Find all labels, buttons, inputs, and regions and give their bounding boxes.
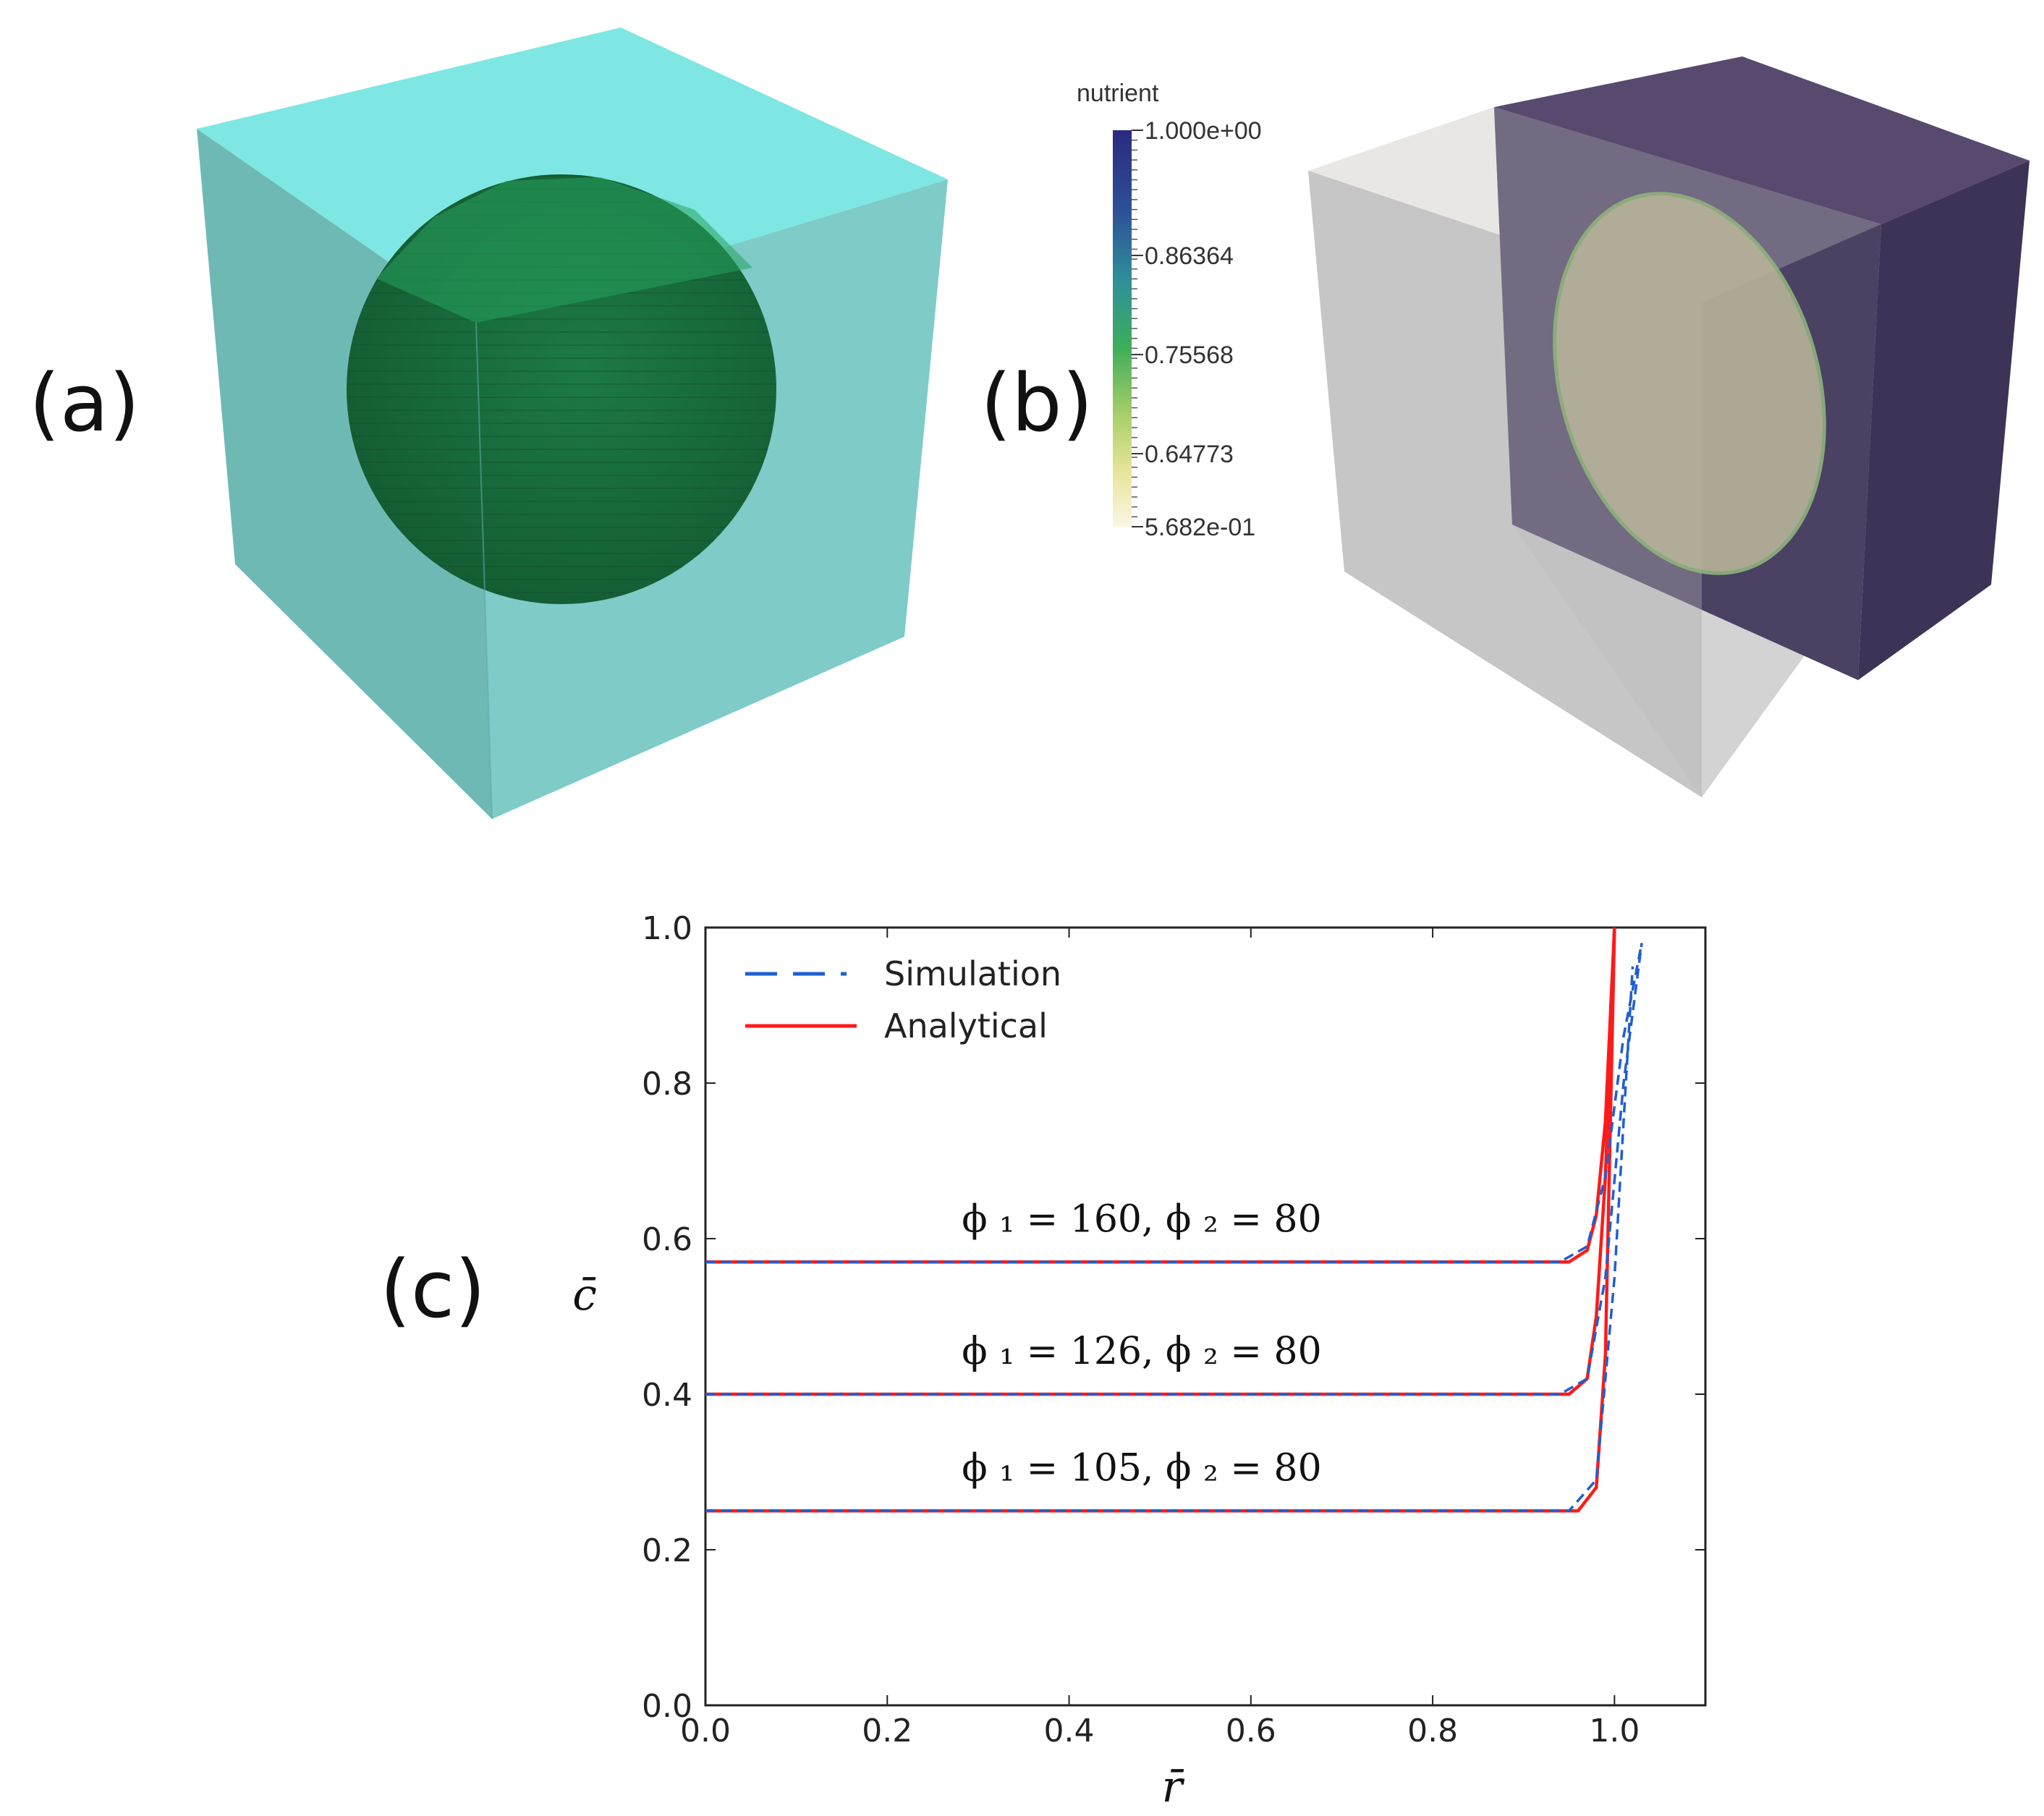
colorbar-tick-label: 0.86364 <box>1145 242 1234 270</box>
panel-c-label: (c) <box>380 1243 485 1336</box>
panel-a-label: (a) <box>29 357 140 449</box>
line-chart: 0.0 0.2 0.4 0.6 0.8 1.0 0.0 0.2 0.4 0.6 0.8 1.0 ϕ … <box>572 910 1707 1812</box>
colorbar-tick-label: 0.64773 <box>1145 441 1234 468</box>
y-ticks: 0.0 0.2 0.4 0.6 0.8 1.0 <box>642 910 1705 1725</box>
y-axis-label: c̄ <box>572 1270 597 1320</box>
colorbar-title: nutrient <box>1077 80 1159 107</box>
sphere-cross-section <box>1553 192 1826 575</box>
cube-b-dark-right <box>1858 161 2030 680</box>
plot-area <box>704 926 1707 1707</box>
x-axis-label: r̄ <box>1162 1762 1185 1812</box>
y-tick-label: 0.6 <box>642 1221 692 1258</box>
colorbar-tick-label: 1.000e+00 <box>1145 117 1262 145</box>
simulation-series-line <box>705 943 1643 1263</box>
legend-analytical-label: Analytical <box>884 1006 1048 1045</box>
y-tick-label: 0.8 <box>642 1066 692 1103</box>
annotations: ϕ ₁ = 160, ϕ ₂ = 80 ϕ ₁ = 126, ϕ ₂ = 80 ϕ … <box>962 1197 1321 1490</box>
panel-b: (b) <box>980 56 2030 797</box>
panel-c: (c) 0.0 0.2 0.4 0.6 0.8 1.0 0.0 0.2 0.4 0.6 0.8 1.… <box>380 910 1707 1812</box>
legend: Simulation Analytical <box>745 954 1061 1045</box>
curve-annotation: ϕ ₁ = 126, ϕ ₂ = 80 <box>962 1330 1321 1373</box>
panel-b-label: (b) <box>980 357 1093 449</box>
sphere-top-cap <box>376 177 752 323</box>
curve-annotation: ϕ ₁ = 105, ϕ ₂ = 80 <box>962 1446 1321 1490</box>
x-tick-label: 0.8 <box>1407 1713 1458 1749</box>
y-tick-label: 0.2 <box>642 1532 692 1569</box>
legend-simulation-label: Simulation <box>884 954 1061 993</box>
x-tick-label: 0.2 <box>862 1713 912 1749</box>
colorbar-bar <box>1113 130 1132 527</box>
cube-a-edge <box>475 322 493 820</box>
colorbar-tick-label: 0.75568 <box>1145 341 1234 369</box>
x-tick-label: 0.0 <box>680 1713 731 1749</box>
x-tick-label: 0.4 <box>1044 1713 1095 1749</box>
cube-b <box>1308 56 2030 797</box>
panel-a: (a) <box>29 27 948 820</box>
y-tick-label: 0.4 <box>642 1377 692 1414</box>
x-tick-label: 1.0 <box>1589 1713 1640 1749</box>
x-ticks: 0.0 0.2 0.4 0.6 0.8 1.0 <box>680 928 1640 1749</box>
series-layer <box>705 927 1643 1513</box>
x-tick-label: 0.6 <box>1226 1713 1276 1749</box>
cube-b-dark-top <box>1494 56 2030 224</box>
colorbar-ticks: 1.000e+00 0.86364 0.75568 0.64773 5.682e-01 <box>1132 117 1262 541</box>
y-tick-label: 0.0 <box>642 1688 692 1725</box>
y-tick-label: 1.0 <box>642 910 692 947</box>
colorbar-tick-label: 5.682e-01 <box>1145 514 1255 541</box>
curve-annotation: ϕ ₁ = 160, ϕ ₂ = 80 <box>962 1197 1321 1241</box>
simulation-series-line <box>705 966 1634 1512</box>
colorbar: nutrient 1.000e+00 0.86364 0.75568 0.64773 5… <box>1077 80 1262 541</box>
sphere <box>347 174 776 604</box>
